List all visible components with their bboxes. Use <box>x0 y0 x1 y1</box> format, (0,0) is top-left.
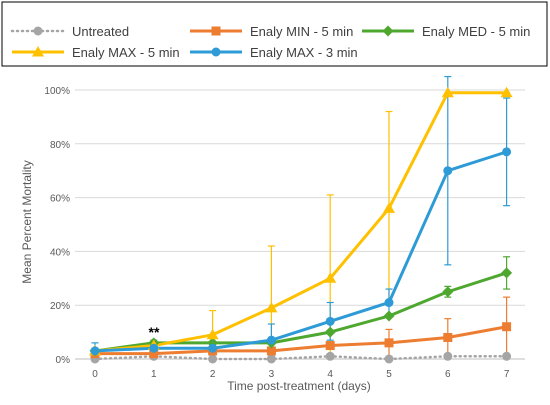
data-point-enaly-max-3-min <box>384 298 394 308</box>
data-point-enaly-max-3-min <box>502 147 512 157</box>
legend-marker-enaly-med-5-min <box>382 25 394 37</box>
x-tick-label: 7 <box>504 369 510 380</box>
series-lines <box>93 91 508 361</box>
data-point-enaly-med-5-min <box>324 326 336 338</box>
series-line-untreated <box>93 355 508 361</box>
significance-annotation: ** <box>149 324 160 340</box>
data-point-enaly-min-5-min <box>325 341 335 351</box>
data-point-enaly-max-5-min <box>206 328 219 340</box>
legend-item-enaly-max-5-min: Enaly MAX - 5 min <box>12 45 180 60</box>
legend: Untreated Enaly MIN - 5 min Enaly MED - 5 … <box>1 1 548 67</box>
legend-marker-enaly-max-5-min <box>32 46 44 57</box>
y-tick-label: 20% <box>50 301 70 312</box>
legend-label-enaly-min-5-min: Enaly MIN - 5 min <box>250 24 353 39</box>
data-point-enaly-min-5-min <box>502 322 512 332</box>
data-point-untreated <box>208 354 218 364</box>
data-point-enaly-med-5-min <box>442 286 454 298</box>
legend-label-enaly-med-5-min: Enaly MED - 5 min <box>422 24 530 39</box>
data-point-enaly-min-5-min <box>266 346 276 356</box>
x-axis-title: Time post-treatment (days) <box>227 379 371 393</box>
legend-label-enaly-max-3-min: Enaly MAX - 3 min <box>250 45 358 60</box>
x-tick-label: 3 <box>269 369 275 380</box>
x-tick-label: 1 <box>151 369 157 380</box>
data-point-enaly-med-5-min <box>383 310 395 322</box>
data-point-enaly-max-5-min <box>265 301 278 313</box>
y-tick-label: 40% <box>50 247 70 258</box>
y-tick-label: 0% <box>56 355 71 366</box>
x-tick-label: 4 <box>327 369 333 380</box>
data-point-enaly-med-5-min <box>501 267 513 279</box>
x-tick-label: 5 <box>386 369 392 380</box>
data-point-untreated <box>384 354 394 364</box>
data-point-untreated <box>502 351 512 361</box>
data-point-enaly-max-3-min <box>266 335 276 345</box>
x-tick-label: 0 <box>92 369 98 380</box>
y-tick-label: 80% <box>50 140 70 151</box>
y-axis-title: Mean Percent Mortality <box>20 160 34 283</box>
x-tick-label: 6 <box>445 369 451 380</box>
legend-label-enaly-max-5-min: Enaly MAX - 5 min <box>72 45 180 60</box>
data-point-enaly-max-3-min <box>149 343 159 353</box>
data-point-untreated <box>266 354 276 364</box>
series-markers <box>89 86 513 364</box>
series-line-enaly-max-3-min <box>94 150 508 353</box>
data-point-enaly-max-3-min <box>325 316 335 326</box>
data-point-enaly-max-5-min <box>383 202 395 213</box>
legend-item-enaly-max-3-min: Enaly MAX - 3 min <box>190 45 358 60</box>
y-tick-label: 100% <box>44 86 70 97</box>
data-point-enaly-max-5-min <box>324 272 337 283</box>
x-tick-label: 2 <box>210 369 216 380</box>
series-line-enaly-min-5-min <box>95 325 507 356</box>
legend-box <box>1 1 548 67</box>
data-point-untreated <box>443 351 453 361</box>
data-point-untreated <box>325 351 335 361</box>
legend-marker-enaly-min-5-min <box>211 26 221 36</box>
data-point-enaly-max-5-min <box>500 86 513 98</box>
data-point-enaly-max-3-min <box>90 346 100 356</box>
legend-item-enaly-med-5-min: Enaly MED - 5 min <box>362 24 530 39</box>
data-point-enaly-min-5-min <box>384 338 394 348</box>
data-point-enaly-min-5-min <box>149 349 159 359</box>
gridlines <box>75 89 525 306</box>
legend-label-untreated: Untreated <box>72 24 129 39</box>
legend-item-untreated: Untreated <box>10 24 129 39</box>
y-tick-label: 60% <box>50 194 70 205</box>
series-line-enaly-max-5-min <box>94 91 507 353</box>
data-point-enaly-max-5-min <box>441 86 454 98</box>
data-point-enaly-min-5-min <box>443 332 453 342</box>
axes: 0% 20% 40% 60% 80% 100% 0 1 2 3 4 5 6 7 <box>44 86 525 380</box>
legend-item-enaly-min-5-min: Enaly MIN - 5 min <box>190 24 353 39</box>
data-point-enaly-max-3-min <box>443 166 453 176</box>
legend-marker-untreated <box>33 26 43 36</box>
data-point-enaly-max-3-min <box>208 343 218 353</box>
legend-marker-enaly-max-3-min <box>211 47 221 57</box>
